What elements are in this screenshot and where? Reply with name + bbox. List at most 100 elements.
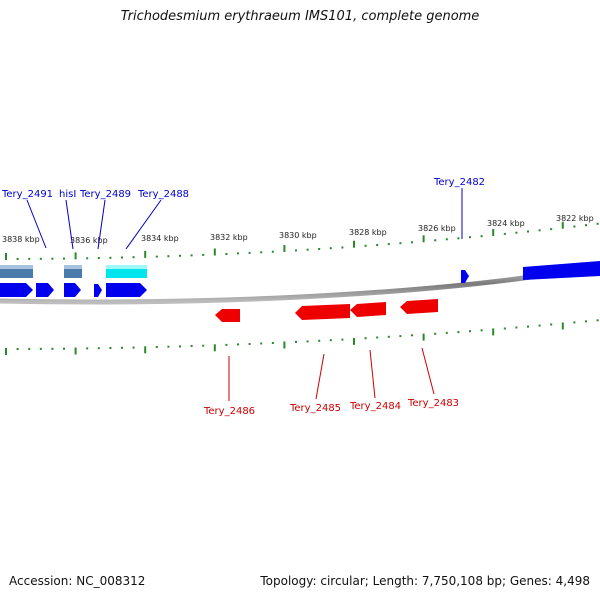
minor-tick — [109, 347, 112, 349]
minor-tick — [179, 345, 181, 348]
minor-tick — [260, 251, 263, 254]
gene-arrow-forward[interactable] — [36, 283, 54, 297]
minor-tick — [527, 230, 529, 233]
minor-tick — [411, 334, 413, 337]
minor-tick — [480, 329, 483, 332]
major-tick — [353, 240, 355, 248]
major-tick — [213, 248, 216, 256]
minor-tick — [515, 326, 518, 329]
minor-tick — [39, 347, 42, 350]
minor-tick — [364, 337, 367, 340]
minor-tick — [411, 241, 413, 244]
minor-tick — [399, 335, 402, 338]
minor-tick — [295, 340, 297, 343]
gene-arrow-reverse[interactable] — [295, 304, 350, 320]
upper-scale-ruler — [5, 221, 599, 260]
reverse-label-leaders — [228, 347, 435, 401]
scale-label: 3826 kbp — [418, 224, 456, 233]
minor-tick — [306, 340, 309, 343]
minor-tick — [16, 258, 19, 260]
minor-tick — [469, 236, 471, 239]
gene-label[interactable]: Tery_2483 — [407, 398, 459, 409]
gene-label[interactable]: Tery_2488 — [137, 189, 189, 200]
minor-tick — [132, 256, 135, 259]
scale-labels: 3838 kbp 3836 kbp 3834 kbp 3832 kbp 3830… — [2, 214, 594, 245]
minor-tick — [434, 239, 437, 242]
minor-tick — [237, 252, 239, 255]
gene-label[interactable]: Tery_2484 — [349, 401, 401, 412]
scale-label: 3832 kbp — [210, 233, 248, 242]
minor-tick — [63, 347, 65, 350]
minor-tick — [202, 344, 205, 347]
gene-label[interactable]: Tery_2482 — [433, 177, 485, 188]
gene-label[interactable]: Tery_2486 — [203, 406, 255, 417]
minor-tick — [271, 342, 274, 344]
forward-strand-genes — [0, 261, 600, 297]
minor-tick — [39, 257, 42, 260]
minor-tick — [190, 345, 193, 347]
major-tick — [353, 337, 355, 345]
gene-arrow-forward[interactable] — [523, 261, 600, 280]
minor-tick — [179, 254, 181, 257]
minor-tick — [596, 222, 599, 225]
minor-tick — [260, 342, 263, 345]
gene-arrow-forward[interactable] — [106, 283, 147, 297]
minor-tick — [445, 331, 448, 334]
scale-label: 3828 kbp — [349, 228, 387, 237]
gene-label[interactable]: Tery_2489 — [79, 189, 131, 200]
reverse-gene-labels: Tery_2486 Tery_2485 Tery_2484 Tery_2483 — [203, 398, 459, 417]
major-tick — [144, 250, 147, 258]
minor-tick — [248, 251, 251, 254]
minor-tick — [515, 231, 518, 234]
gene-arrow-forward[interactable] — [94, 284, 102, 297]
scale-label: 3824 kbp — [487, 219, 525, 228]
major-tick — [422, 333, 425, 341]
minor-tick — [318, 339, 321, 342]
minor-tick — [376, 336, 379, 339]
minor-tick — [63, 257, 65, 260]
minor-tick — [51, 257, 54, 260]
gene-label[interactable]: Tery_2491 — [1, 189, 53, 200]
forward-gene-labels: Tery_2491 hisI Tery_2489 Tery_2488 Tery_… — [1, 177, 485, 200]
minor-tick — [237, 343, 239, 346]
minor-tick — [202, 253, 205, 256]
minor-tick — [364, 244, 367, 247]
major-tick — [5, 348, 7, 355]
gene-label[interactable]: hisI — [59, 189, 76, 200]
gene-arrow-reverse[interactable] — [350, 302, 386, 317]
minor-tick — [503, 327, 506, 330]
forward-label-leaders — [26, 188, 463, 250]
minor-tick — [51, 347, 54, 350]
major-tick — [492, 229, 495, 236]
minor-tick — [86, 257, 89, 260]
minor-tick — [97, 257, 100, 259]
gene-label[interactable]: Tery_2485 — [289, 403, 341, 414]
minor-tick — [341, 338, 344, 341]
minor-tick — [387, 335, 390, 338]
minor-tick — [445, 238, 448, 241]
gene-arrow-forward[interactable] — [461, 270, 469, 283]
feature-blocks — [0, 265, 147, 278]
gene-arrow-reverse[interactable] — [400, 299, 438, 314]
minor-tick — [329, 247, 332, 250]
minor-tick — [573, 321, 576, 324]
minor-tick — [121, 256, 123, 259]
major-tick — [144, 346, 147, 354]
minor-tick — [271, 250, 274, 253]
scale-label: 3830 kbp — [279, 231, 317, 240]
minor-tick — [434, 332, 437, 335]
gene-arrow-forward[interactable] — [0, 283, 33, 297]
minor-tick — [538, 229, 541, 232]
minor-tick — [155, 346, 158, 348]
major-tick — [561, 221, 564, 229]
major-tick — [5, 253, 7, 260]
minor-tick — [341, 246, 344, 249]
minor-tick — [306, 248, 309, 251]
minor-tick — [167, 345, 170, 348]
scale-label: 3838 kbp — [2, 235, 40, 244]
minor-tick — [318, 248, 321, 250]
gene-arrow-reverse[interactable] — [215, 309, 240, 322]
genome-title: Trichodesmium erythraeum IMS101, complet… — [120, 9, 480, 24]
gene-arrow-forward[interactable] — [64, 283, 81, 297]
